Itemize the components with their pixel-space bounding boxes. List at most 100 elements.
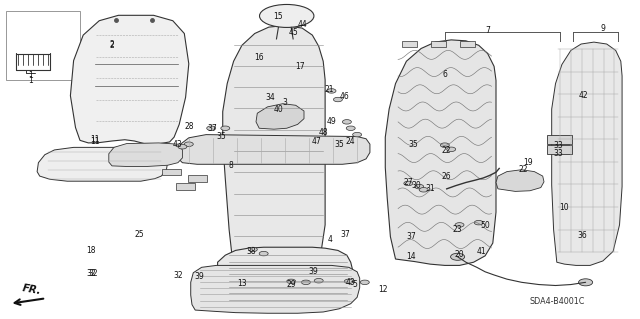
Text: 8: 8 bbox=[228, 161, 233, 170]
Ellipse shape bbox=[344, 279, 353, 284]
Ellipse shape bbox=[207, 126, 216, 130]
Text: 44: 44 bbox=[297, 20, 307, 29]
Text: 11: 11 bbox=[90, 137, 99, 146]
Text: 14: 14 bbox=[406, 252, 416, 261]
Text: 35: 35 bbox=[334, 140, 344, 149]
Ellipse shape bbox=[579, 279, 593, 286]
Bar bbox=[6, 11, 80, 80]
Text: 18: 18 bbox=[86, 246, 95, 255]
Polygon shape bbox=[552, 42, 622, 265]
Text: 22: 22 bbox=[519, 165, 528, 174]
Bar bbox=[547, 135, 572, 144]
Text: 28: 28 bbox=[184, 122, 193, 131]
Text: FR.: FR. bbox=[22, 283, 42, 296]
Text: 50: 50 bbox=[480, 221, 490, 230]
Text: 29: 29 bbox=[286, 280, 296, 289]
Text: 21: 21 bbox=[325, 85, 334, 94]
Text: 37: 37 bbox=[340, 230, 351, 239]
Text: 43: 43 bbox=[173, 140, 183, 149]
Text: 1: 1 bbox=[28, 71, 33, 80]
Text: 34: 34 bbox=[265, 93, 275, 102]
Bar bbox=[162, 169, 181, 175]
Polygon shape bbox=[109, 143, 182, 167]
Text: 36: 36 bbox=[577, 231, 588, 240]
Text: 24: 24 bbox=[346, 137, 356, 146]
Text: 46: 46 bbox=[339, 92, 349, 101]
Text: 15: 15 bbox=[273, 12, 284, 21]
Text: 22: 22 bbox=[442, 146, 451, 155]
Polygon shape bbox=[37, 147, 168, 181]
Ellipse shape bbox=[447, 147, 456, 152]
Text: 9: 9 bbox=[600, 24, 605, 33]
Text: 43: 43 bbox=[346, 278, 356, 287]
Text: 12: 12 bbox=[378, 285, 387, 294]
Text: 32: 32 bbox=[88, 269, 98, 278]
Ellipse shape bbox=[301, 280, 310, 285]
Bar bbox=[547, 145, 572, 154]
Text: 2: 2 bbox=[109, 40, 115, 48]
Bar bbox=[460, 41, 475, 47]
Ellipse shape bbox=[440, 143, 449, 147]
Ellipse shape bbox=[314, 278, 323, 283]
Text: 49: 49 bbox=[326, 117, 337, 126]
Ellipse shape bbox=[327, 89, 336, 93]
Text: 42: 42 bbox=[579, 91, 589, 100]
Polygon shape bbox=[70, 15, 189, 144]
Text: 23: 23 bbox=[452, 225, 463, 234]
Text: 16: 16 bbox=[254, 53, 264, 62]
Ellipse shape bbox=[346, 126, 355, 130]
Ellipse shape bbox=[451, 253, 465, 260]
Text: 26: 26 bbox=[442, 172, 452, 181]
Text: 37: 37 bbox=[406, 232, 416, 241]
Text: 25: 25 bbox=[134, 230, 145, 239]
Text: 35: 35 bbox=[408, 140, 418, 149]
Polygon shape bbox=[256, 104, 304, 129]
Text: 2: 2 bbox=[109, 41, 115, 50]
Text: 19: 19 bbox=[523, 158, 533, 167]
Text: 10: 10 bbox=[559, 204, 570, 212]
Text: 6: 6 bbox=[442, 70, 447, 78]
Text: 40: 40 bbox=[273, 105, 284, 114]
Ellipse shape bbox=[419, 188, 428, 192]
Ellipse shape bbox=[259, 251, 268, 256]
Text: 30: 30 bbox=[411, 181, 421, 190]
Text: 33: 33 bbox=[553, 141, 563, 150]
Ellipse shape bbox=[455, 223, 464, 227]
Bar bbox=[176, 183, 195, 190]
Ellipse shape bbox=[333, 97, 342, 102]
Ellipse shape bbox=[360, 280, 369, 285]
Text: 33: 33 bbox=[553, 149, 563, 158]
Text: 41: 41 bbox=[476, 247, 486, 256]
Text: 35: 35 bbox=[216, 132, 226, 141]
Text: 31: 31 bbox=[425, 184, 435, 193]
Text: 37: 37 bbox=[207, 124, 218, 133]
Text: 32: 32 bbox=[173, 271, 183, 280]
Ellipse shape bbox=[248, 247, 257, 252]
Bar bbox=[402, 41, 417, 47]
Polygon shape bbox=[496, 170, 544, 191]
Ellipse shape bbox=[287, 279, 296, 284]
Text: 20: 20 bbox=[454, 250, 465, 259]
Polygon shape bbox=[191, 265, 360, 313]
Ellipse shape bbox=[353, 132, 362, 137]
Text: SDA4-B4001C: SDA4-B4001C bbox=[529, 297, 584, 306]
Text: 27: 27 bbox=[403, 178, 413, 187]
Text: 7: 7 bbox=[485, 26, 490, 35]
Text: 38: 38 bbox=[246, 247, 256, 256]
Bar bbox=[188, 175, 207, 182]
Polygon shape bbox=[385, 40, 496, 265]
Polygon shape bbox=[223, 26, 325, 258]
Polygon shape bbox=[218, 247, 353, 309]
Text: 4: 4 bbox=[327, 235, 332, 244]
Text: 17: 17 bbox=[294, 62, 305, 71]
Ellipse shape bbox=[221, 126, 230, 130]
Text: 45: 45 bbox=[288, 28, 298, 37]
Text: 1: 1 bbox=[28, 76, 33, 85]
Ellipse shape bbox=[404, 181, 413, 186]
Text: 11: 11 bbox=[90, 135, 99, 144]
Text: 39: 39 bbox=[195, 272, 205, 281]
Text: 48: 48 bbox=[318, 128, 328, 137]
Ellipse shape bbox=[184, 142, 193, 146]
Ellipse shape bbox=[415, 184, 424, 189]
Text: 5: 5 bbox=[353, 280, 358, 289]
